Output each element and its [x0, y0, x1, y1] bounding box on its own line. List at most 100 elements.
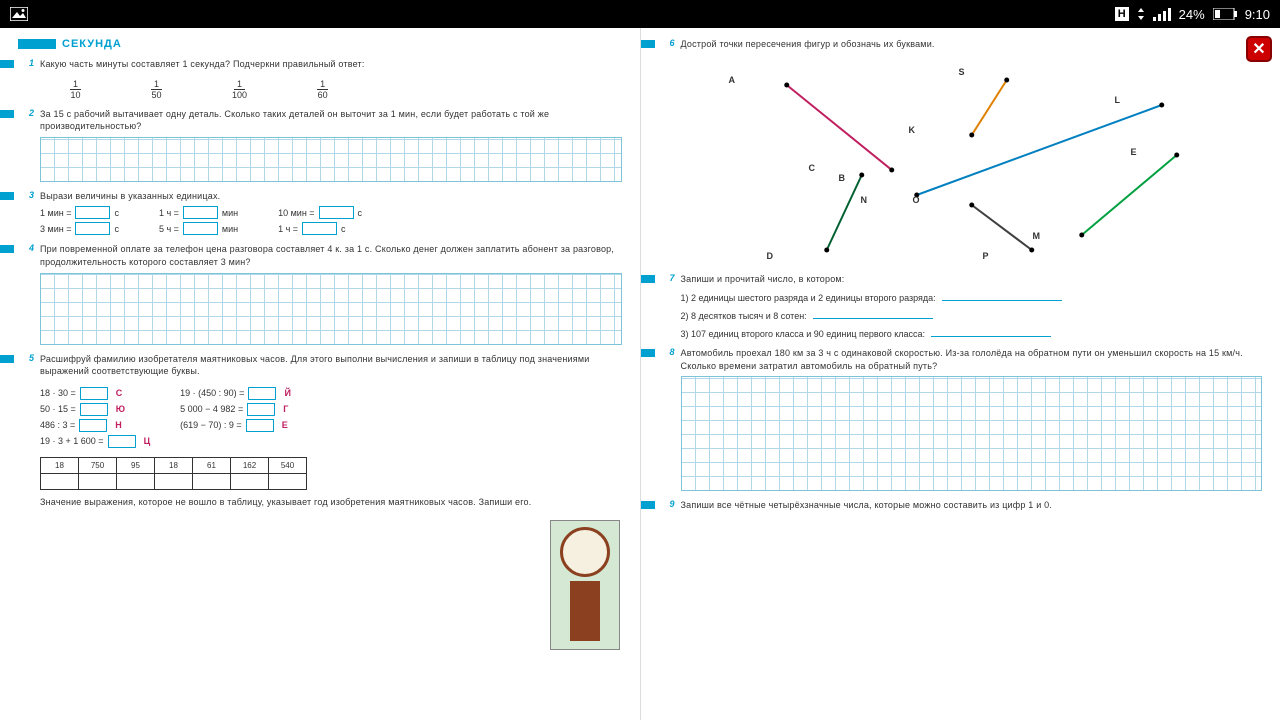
geometry-diagram: ASLKBECNOMDP [681, 55, 1263, 265]
fractions-row: 110 150 1100 160 [70, 79, 622, 100]
point-label: E [1131, 147, 1137, 157]
problem-text: Запиши и прочитай число, в котором: [681, 273, 1263, 286]
table-cell[interactable] [269, 473, 307, 489]
table-cell[interactable] [41, 473, 79, 489]
answer-box[interactable] [80, 387, 108, 400]
table-cell: 18 [41, 457, 79, 473]
answer-box[interactable] [75, 222, 110, 235]
equations-left: 18 · 30 = С50 · 15 = Ю486 : 3 = Н19 · 3 … [40, 384, 150, 451]
answer-line[interactable] [942, 291, 1062, 301]
point-label: S [959, 67, 965, 77]
answer-line[interactable] [813, 309, 933, 319]
result-table[interactable]: 18750951861162540 [40, 457, 307, 490]
table-cell[interactable] [193, 473, 231, 489]
table-cell[interactable] [117, 473, 155, 489]
problem-text: Расшифруй фамилию изобретателя маятников… [40, 353, 622, 378]
answer-box[interactable] [79, 419, 107, 432]
fraction: 150 [151, 79, 162, 100]
battery-icon [1213, 8, 1237, 20]
problem-num: 4 [18, 243, 34, 253]
list-item: 2) 8 десятков тысяч и 8 сотен: [681, 309, 1263, 321]
page-left: СЕКУНДА 1 Какую часть минуты составляет … [0, 28, 641, 720]
answer-box[interactable] [302, 222, 337, 235]
answer-box[interactable] [183, 222, 218, 235]
answer-box[interactable] [75, 206, 110, 219]
conversion-item: 5 ч = мин [159, 222, 238, 235]
table-cell: 61 [193, 457, 231, 473]
page-title: СЕКУНДА [18, 38, 622, 50]
problem-num: 9 [659, 499, 675, 509]
answer-line[interactable] [931, 327, 1051, 337]
answer-box[interactable] [319, 206, 354, 219]
clock-time: 9:10 [1245, 7, 1270, 22]
table-cell: 750 [79, 457, 117, 473]
conversion-rows: 1 мин = с1 ч = мин10 мин = с3 мин = с5 ч… [40, 206, 622, 235]
answer-box[interactable] [248, 387, 276, 400]
point-label: A [729, 75, 736, 85]
battery-pct: 24% [1179, 7, 1205, 22]
problem-9: 9 Запиши все чётные четырёхзначные числа… [659, 499, 1263, 512]
status-bar: H 24% 9:10 [0, 0, 1280, 28]
table-cell: 162 [231, 457, 269, 473]
p7-items: 1) 2 единицы шестого разряда и 2 единицы… [681, 291, 1263, 339]
problem-text: Запиши все чётные четырёхзначные числа, … [681, 499, 1263, 512]
table-cell: 540 [269, 457, 307, 473]
answer-grid[interactable] [40, 137, 622, 182]
problem-num: 2 [18, 108, 34, 118]
close-button[interactable]: ✕ [1246, 36, 1272, 62]
conversion-item: 1 ч = с [278, 222, 345, 235]
conversion-item: 1 мин = с [40, 206, 119, 219]
point-label: N [861, 195, 868, 205]
conversion-item: 10 мин = с [278, 206, 362, 219]
problem-8: 8 Автомобиль проехал 180 км за 3 ч с оди… [659, 347, 1263, 491]
fraction: 160 [317, 79, 328, 100]
answer-box[interactable] [183, 206, 218, 219]
point-label: B [839, 173, 846, 183]
equation: (619 − 70) : 9 = Е [180, 419, 291, 432]
fraction: 1100 [232, 79, 247, 100]
point-label: L [1115, 95, 1121, 105]
table-cell[interactable] [231, 473, 269, 489]
problem-2: 2 За 15 с рабочий вытачивает одну деталь… [18, 108, 622, 182]
problem-5: 5 Расшифруй фамилию изобретателя маятник… [18, 353, 622, 509]
equation: 19 · (450 : 90) = Й [180, 387, 291, 400]
table-cell: 95 [117, 457, 155, 473]
problem-num: 3 [18, 190, 34, 200]
problem-num: 1 [18, 58, 34, 68]
point-label: C [809, 163, 816, 173]
signal-icon [1153, 7, 1171, 21]
problem-text: При повременной оплате за телефон цена р… [40, 243, 622, 268]
equation: 5 000 − 4 982 = Г [180, 403, 291, 416]
answer-grid[interactable] [40, 273, 622, 345]
page-right: 6 Дострой точки пересечения фигур и обоз… [641, 28, 1280, 720]
problem-text: За 15 с рабочий вытачивает одну деталь. … [40, 108, 622, 133]
table-cell[interactable] [79, 473, 117, 489]
problem-6: 6 Дострой точки пересечения фигур и обоз… [659, 38, 1263, 265]
answer-box[interactable] [108, 435, 136, 448]
table-cell: 18 [155, 457, 193, 473]
pendulum-clock-image [550, 520, 620, 650]
answer-grid[interactable] [681, 376, 1263, 491]
problem-1: 1 Какую часть минуты составляет 1 секунд… [18, 58, 622, 100]
problem-3: 3 Вырази величины в указанных единицах. … [18, 190, 622, 236]
problem-footer: Значение выражения, которое не вошло в т… [40, 496, 622, 509]
answer-box[interactable] [247, 403, 275, 416]
point-label: K [909, 125, 916, 135]
equations-right: 19 · (450 : 90) = Й 5 000 − 4 982 = Г (619… [180, 384, 291, 451]
point-label: O [913, 195, 920, 205]
list-item: 3) 107 единиц второго класса и 90 единиц… [681, 327, 1263, 339]
problem-text: Вырази величины в указанных единицах. [40, 190, 622, 203]
answer-box[interactable] [246, 419, 274, 432]
equation: 50 · 15 = Ю [40, 403, 150, 416]
point-label: D [767, 251, 774, 261]
list-item: 1) 2 единицы шестого разряда и 2 единицы… [681, 291, 1263, 303]
answer-box[interactable] [80, 403, 108, 416]
problem-7: 7 Запиши и прочитай число, в котором: 1)… [659, 273, 1263, 340]
equation: 486 : 3 = Н [40, 419, 150, 432]
equation: 18 · 30 = С [40, 387, 150, 400]
conversion-item: 3 мин = с [40, 222, 119, 235]
image-icon [10, 7, 28, 21]
table-cell[interactable] [155, 473, 193, 489]
fraction: 110 [70, 79, 81, 100]
updown-icon [1137, 8, 1145, 20]
